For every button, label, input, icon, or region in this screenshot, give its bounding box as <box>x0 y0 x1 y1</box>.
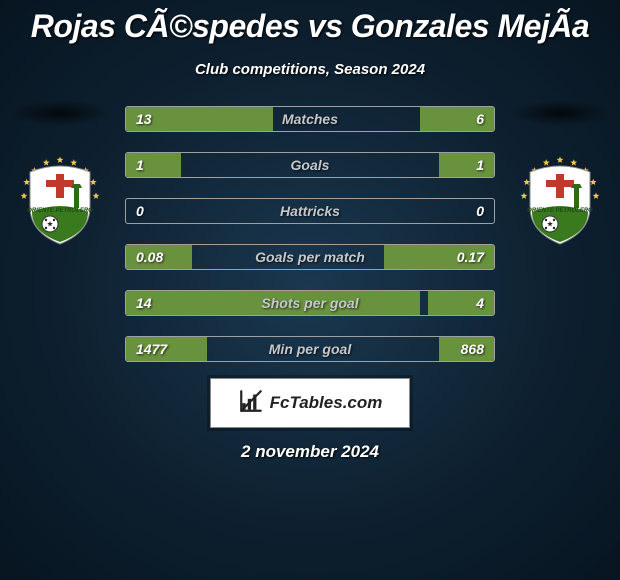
team-crest-left: ORIENTE PETROLERO <box>10 152 110 248</box>
stat-label: Min per goal <box>126 337 494 361</box>
stat-value-right: 1 <box>476 153 484 177</box>
brand-icon <box>238 388 264 419</box>
stat-row: 1477Min per goal868 <box>125 336 495 362</box>
comparison-area: ORIENTE PETROLERO ORIENTE PETROLERO 13Ma… <box>0 106 620 362</box>
stat-value-right: 0.17 <box>457 245 484 269</box>
stat-label: Matches <box>126 107 494 131</box>
stat-label: Goals <box>126 153 494 177</box>
svg-text:ORIENTE PETROLERO: ORIENTE PETROLERO <box>27 208 93 214</box>
date-text: 2 november 2024 <box>0 442 620 462</box>
subtitle: Club competitions, Season 2024 <box>0 61 620 78</box>
crest-shadow-left <box>10 100 110 126</box>
stat-row: 14Shots per goal4 <box>125 290 495 316</box>
crest-shadow-right <box>510 100 610 126</box>
stat-row: 13Matches6 <box>125 106 495 132</box>
stat-label: Shots per goal <box>126 291 494 315</box>
stat-row: 0Hattricks0 <box>125 198 495 224</box>
stat-row: 1Goals1 <box>125 152 495 178</box>
brand-box: FcTables.com <box>210 378 410 428</box>
team-crest-right: ORIENTE PETROLERO <box>510 152 610 248</box>
stat-value-right: 868 <box>461 337 484 361</box>
stat-rows: 13Matches6 1Goals1 0Hattricks0 0.08Goals pe… <box>125 106 495 362</box>
stat-value-right: 6 <box>476 107 484 131</box>
stat-value-right: 0 <box>476 199 484 223</box>
stat-value-right: 4 <box>476 291 484 315</box>
stat-label: Hattricks <box>126 199 494 223</box>
stat-row: 0.08Goals per match0.17 <box>125 244 495 270</box>
brand-text: FcTables.com <box>270 393 383 413</box>
page-title: Rojas CÃ©spedes vs Gonzales MejÃ­a <box>0 8 620 45</box>
svg-text:ORIENTE PETROLERO: ORIENTE PETROLERO <box>527 208 593 214</box>
stat-label: Goals per match <box>126 245 494 269</box>
